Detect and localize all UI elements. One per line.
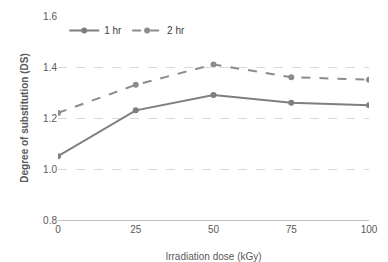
svg-text:1.0: 1.0 [43,164,57,175]
svg-text:1.4: 1.4 [43,62,57,73]
svg-text:100: 100 [361,224,378,235]
svg-text:75: 75 [286,224,298,235]
svg-text:0: 0 [55,224,61,235]
svg-text:50: 50 [208,224,220,235]
svg-text:0.8: 0.8 [43,215,57,226]
svg-text:Irradiation dose (kGy): Irradiation dose (kGy) [165,251,261,262]
svg-text:2 hr: 2 hr [167,25,185,36]
svg-text:25: 25 [130,224,142,235]
svg-text:Degree of substitution (DS): Degree of substitution (DS) [19,53,30,182]
svg-text:1.2: 1.2 [43,113,57,124]
svg-text:1 hr: 1 hr [104,25,122,36]
svg-text:1.6: 1.6 [43,11,57,22]
